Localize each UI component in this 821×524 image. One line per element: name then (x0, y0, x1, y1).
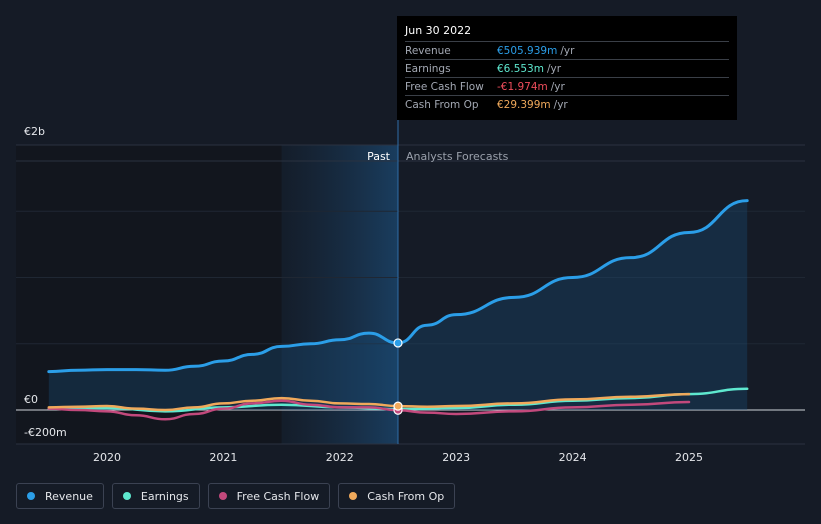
tooltip-value: -€1.974m (497, 80, 548, 93)
legend-label: Revenue (45, 489, 93, 503)
past-label: Past (367, 150, 391, 163)
tooltip-label: Revenue (405, 44, 451, 57)
x-tick-label: 2022 (326, 451, 354, 464)
series-line-free-cash-flow (47, 399, 691, 421)
x-tick-label: 2021 (209, 451, 237, 464)
series-line-revenue (47, 199, 749, 374)
tooltip-value: €29.399m (497, 98, 551, 111)
y-tick-label: €0 (24, 393, 38, 406)
tooltip-label: Earnings (405, 62, 451, 75)
x-tick-label: 2020 (93, 451, 121, 464)
legend-dot-icon (122, 492, 131, 500)
tooltip-row-cash-from-op: Cash From Op €29.399m /yr (405, 95, 729, 113)
marker-revenue (393, 338, 403, 348)
legend-label: Free Cash Flow (236, 489, 320, 503)
hover-markers (393, 338, 403, 415)
x-tick-label: 2024 (559, 451, 587, 464)
tooltip-value: €6.553m (497, 62, 544, 75)
tooltip-label: Free Cash Flow (405, 80, 484, 93)
tooltip-unit: /yr (553, 98, 568, 111)
tooltip-value: €505.939m (497, 44, 558, 57)
tooltip-unit: /yr (550, 80, 565, 93)
tooltip-label: Cash From Op (405, 98, 479, 111)
x-tick-label: 2025 (675, 451, 703, 464)
tooltip-row-revenue: Revenue €505.939m /yr (405, 41, 729, 59)
chart-canvas: €2b €0 -€200m 2020 2021 2022 2023 2024 2… (16, 120, 805, 464)
legend-item-earnings[interactable]: Earnings (111, 483, 200, 509)
x-tick-label: 2023 (442, 451, 470, 464)
legend-label: Cash From Op (367, 489, 445, 503)
forecast-label: Analysts Forecasts (406, 150, 509, 163)
marker-cash-from-op (393, 401, 403, 411)
y-tick-label: -€200m (24, 426, 67, 439)
revenue-area (48, 200, 748, 410)
tooltip-date: Jun 30 2022 (405, 24, 472, 37)
tooltip: Jun 30 2022 Revenue €505.939m /yr Earnin… (397, 16, 737, 120)
legend: Revenue Earnings Free Cash Flow Cash Fro… (16, 483, 456, 509)
tooltip-unit: /yr (546, 62, 562, 75)
legend-label: Earnings (140, 489, 189, 503)
tooltip-unit: /yr (560, 44, 575, 57)
revenue-area-fill (48, 200, 748, 410)
past-highlight-band (281, 145, 398, 444)
tooltip-row-free-cash-flow: Free Cash Flow -€1.974m /yr (405, 77, 729, 95)
tooltip-row-earnings: Earnings €6.553m /yr (405, 59, 729, 77)
x-axis-labels: 2020 2021 2022 2023 2024 2025 (93, 451, 703, 464)
y-tick-label: €2b (24, 125, 45, 138)
legend-item-free-cash-flow[interactable]: Free Cash Flow (207, 483, 331, 509)
legend-dot-icon (27, 492, 35, 500)
legend-item-cash-from-op[interactable]: Cash From Op (338, 483, 456, 509)
series-line-cash-from-op (47, 392, 691, 412)
legend-dot-icon (218, 492, 227, 500)
legend-dot-icon (349, 492, 358, 500)
y-axis-labels: €2b €0 -€200m (24, 125, 67, 439)
legend-item-revenue[interactable]: Revenue (16, 483, 104, 509)
